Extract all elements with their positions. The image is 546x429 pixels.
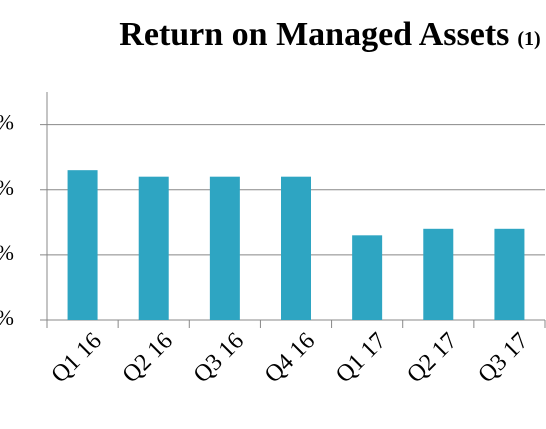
title-note: (1) [517,28,540,50]
x-tick-label: Q3 16 [189,328,249,388]
bar [494,228,525,320]
bar [423,228,454,320]
title-main: Return on Managed Assets [119,16,509,53]
x-tick-label: Q2 16 [118,328,178,388]
y-tick-label: % [0,175,14,200]
y-tick-label: % [0,110,14,135]
y-tick-label: % [0,305,14,330]
x-tick-label: Q4 16 [260,328,320,388]
bar [67,170,98,320]
x-tick-label: Q1 17 [331,328,391,388]
bar [138,176,169,320]
bar [209,176,240,320]
bar [352,235,383,320]
x-tick-label: Q1 16 [46,328,106,388]
x-tick-label: Q3 17 [473,328,533,388]
x-tick-label: Q2 17 [402,328,462,388]
chart-title: Return on Managed Assets (1) [119,16,540,53]
bar [281,176,311,320]
y-tick-label: % [0,240,14,265]
